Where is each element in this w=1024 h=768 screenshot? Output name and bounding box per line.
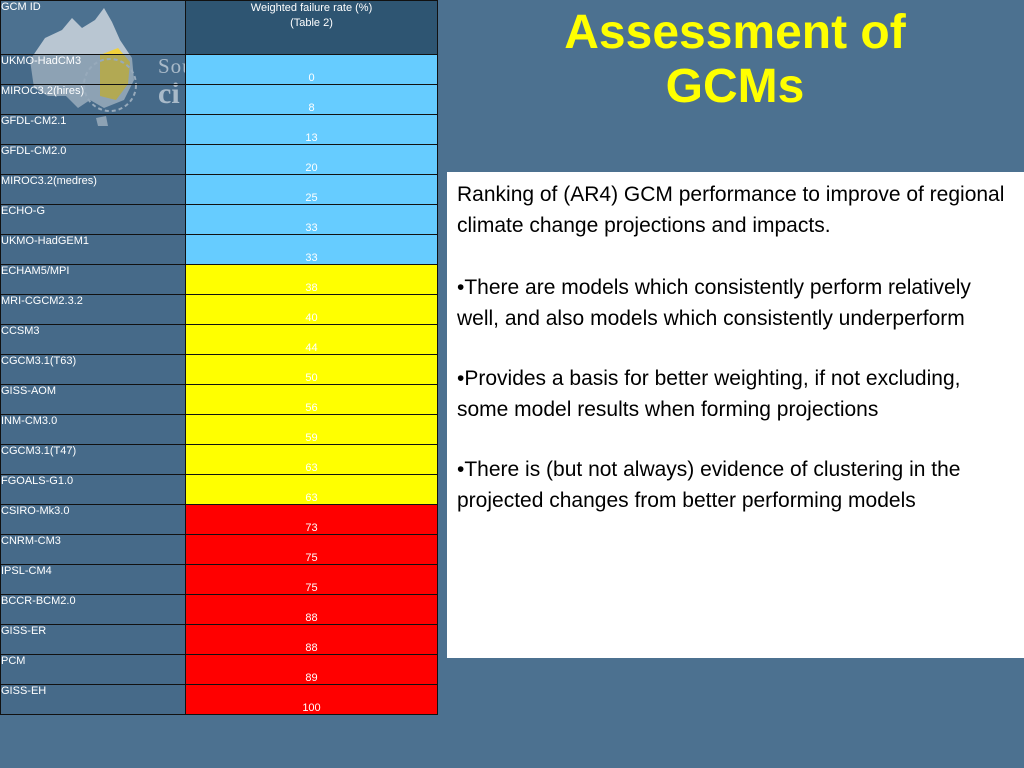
gcm-model-name: CCSM3 — [0, 324, 186, 355]
table-header-row: GCM ID Weighted failure rate (%) (Table … — [0, 0, 438, 55]
failure-rate-value: 0 — [185, 54, 438, 85]
table-row: BCCR-BCM2.0 88 — [0, 594, 438, 625]
table-row: UKMO-HadGEM1 33 — [0, 234, 438, 265]
failure-rate-value: 13 — [185, 114, 438, 145]
header-failure-rate-line1: Weighted failure rate (%) — [250, 2, 373, 14]
bullet-weighting-basis: •Provides a basis for better weighting, … — [457, 367, 961, 421]
failure-rate-value: 63 — [185, 444, 438, 475]
table-row: MRI-CGCM2.3.2 40 — [0, 294, 438, 325]
failure-rate-value: 89 — [185, 654, 438, 685]
gcm-model-name: CGCM3.1(T47) — [0, 444, 186, 475]
gcm-model-name: GISS-ER — [0, 624, 186, 655]
gcm-model-name: GFDL-CM2.1 — [0, 114, 186, 145]
table-row: GISS-EH 100 — [0, 684, 438, 715]
gcm-model-name: PCM — [0, 654, 186, 685]
header-failure-rate-line2: (Table 2) — [290, 16, 333, 29]
failure-rate-value: 56 — [185, 384, 438, 415]
failure-rate-value: 50 — [185, 354, 438, 385]
failure-rate-value: 40 — [185, 294, 438, 325]
failure-rate-value: 8 — [185, 84, 438, 115]
failure-rate-value: 63 — [185, 474, 438, 505]
gcm-model-name: INM-CM3.0 — [0, 414, 186, 445]
gcm-model-name: MIROC3.2(hires) — [0, 84, 186, 115]
table-body: UKMO-HadCM3 0 MIROC3.2(hires) 8 GFDL-CM2.1 13… — [0, 54, 438, 715]
gcm-model-name: IPSL-CM4 — [0, 564, 186, 595]
gcm-model-name: MIROC3.2(medres) — [0, 174, 186, 205]
table-row: IPSL-CM4 75 — [0, 564, 438, 595]
failure-rate-value: 20 — [185, 144, 438, 175]
gcm-model-name: ECHAM5/MPI — [0, 264, 186, 295]
failure-rate-value: 75 — [185, 534, 438, 565]
failure-rate-value: 38 — [185, 264, 438, 295]
table-row: CGCM3.1(T63) 50 — [0, 354, 438, 385]
table-row: GISS-AOM 56 — [0, 384, 438, 415]
table-row: UKMO-HadCM3 0 — [0, 54, 438, 85]
table-row: MIROC3.2(medres) 25 — [0, 174, 438, 205]
failure-rate-value: 33 — [185, 234, 438, 265]
gcm-model-name: BCCR-BCM2.0 — [0, 594, 186, 625]
gcm-model-name: GFDL-CM2.0 — [0, 144, 186, 175]
table-row: ECHO-G 33 — [0, 204, 438, 235]
table-row: GFDL-CM2.0 20 — [0, 144, 438, 175]
gcm-model-name: CGCM3.1(T63) — [0, 354, 186, 385]
table-row: ECHAM5/MPI 38 — [0, 264, 438, 295]
failure-rate-value: 75 — [185, 564, 438, 595]
gcm-model-name: GISS-EH — [0, 684, 186, 715]
gcm-model-name: GISS-AOM — [0, 384, 186, 415]
table-row: CNRM-CM3 75 — [0, 534, 438, 565]
table-row: FGOALS-G1.0 63 — [0, 474, 438, 505]
bullet-clustering-evidence: •There is (but not always) evidence of c… — [457, 458, 961, 512]
table-row: CCSM3 44 — [0, 324, 438, 355]
gcm-model-name: ECHO-G — [0, 204, 186, 235]
table-row: PCM 89 — [0, 654, 438, 685]
failure-rate-value: 73 — [185, 504, 438, 535]
table-row: CSIRO-Mk3.0 73 — [0, 504, 438, 535]
slide-title: Assessment of GCMs — [485, 6, 985, 114]
table-row: INM-CM3.0 59 — [0, 414, 438, 445]
intro-paragraph: Ranking of (AR4) GCM performance to impr… — [457, 183, 1005, 237]
header-gcm-id: GCM ID — [0, 0, 186, 55]
gcm-model-name: CNRM-CM3 — [0, 534, 186, 565]
gcm-model-name: FGOALS-G1.0 — [0, 474, 186, 505]
failure-rate-value: 100 — [185, 684, 438, 715]
gcm-model-name: CSIRO-Mk3.0 — [0, 504, 186, 535]
gcm-model-name: UKMO-HadCM3 — [0, 54, 186, 85]
content-textbox: Ranking of (AR4) GCM performance to impr… — [447, 172, 1024, 658]
gcm-ranking-table: GCM ID Weighted failure rate (%) (Table … — [0, 0, 438, 715]
failure-rate-value: 88 — [185, 594, 438, 625]
failure-rate-value: 88 — [185, 624, 438, 655]
slide-title-line2: GCMs — [665, 60, 805, 113]
gcm-model-name: UKMO-HadGEM1 — [0, 234, 186, 265]
table-row: MIROC3.2(hires) 8 — [0, 84, 438, 115]
failure-rate-value: 33 — [185, 204, 438, 235]
table-row: GISS-ER 88 — [0, 624, 438, 655]
slide-title-line1: Assessment of — [564, 6, 906, 59]
header-failure-rate: Weighted failure rate (%) (Table 2) — [185, 0, 438, 55]
gcm-model-name: MRI-CGCM2.3.2 — [0, 294, 186, 325]
failure-rate-value: 59 — [185, 414, 438, 445]
table-row: GFDL-CM2.1 13 — [0, 114, 438, 145]
failure-rate-value: 44 — [185, 324, 438, 355]
bullet-consistent-performance: •There are models which consistently per… — [457, 276, 971, 330]
table-row: CGCM3.1(T47) 63 — [0, 444, 438, 475]
failure-rate-value: 25 — [185, 174, 438, 205]
